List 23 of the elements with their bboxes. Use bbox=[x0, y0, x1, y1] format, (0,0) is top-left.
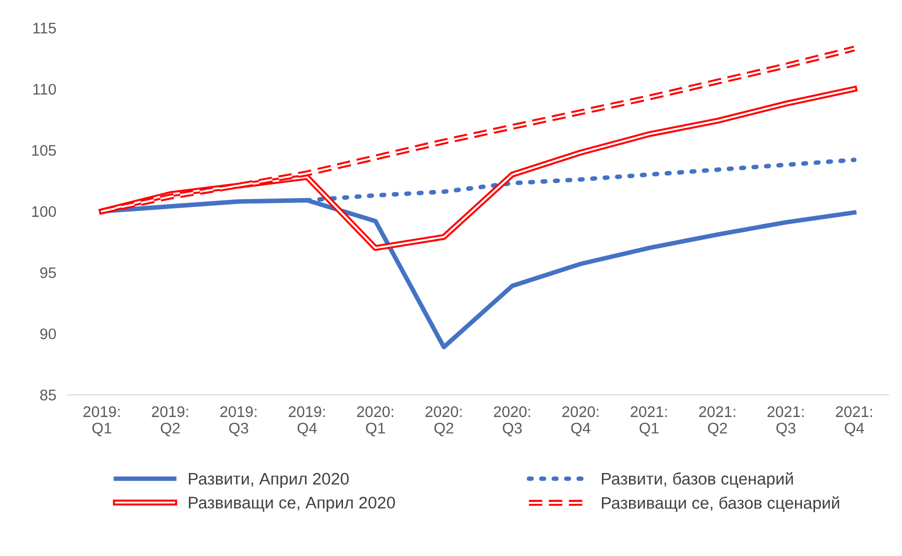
y-tick-label: 90 bbox=[40, 328, 56, 340]
x-tick-label: 2019: Q4 bbox=[288, 406, 325, 436]
x-tick-label: 2020: Q4 bbox=[562, 406, 598, 436]
y-tick-label: 95 bbox=[40, 267, 56, 278]
x-tick-label: 2020: Q3 bbox=[494, 406, 530, 436]
x-tick-label: 2021: Q1 bbox=[630, 406, 667, 436]
y-tick-label: 85 bbox=[40, 390, 56, 400]
y-tick-label: 100 bbox=[32, 206, 56, 217]
x-tick-label: 2019: Q1 bbox=[84, 406, 120, 436]
x-tick-label: 2019: Q2 bbox=[152, 406, 188, 436]
x-tick-label: 2021: Q3 bbox=[768, 406, 804, 436]
x-tick-label: 2020: Q1 bbox=[357, 406, 394, 436]
y-tick-label: 115 bbox=[33, 22, 56, 34]
legend-label: Развиващи се, Април 2020 bbox=[188, 496, 395, 512]
y-tick-label: 105 bbox=[32, 144, 56, 156]
x-tick-label: 2021: Q2 bbox=[699, 406, 736, 436]
x-tick-label: 2020: Q2 bbox=[426, 406, 462, 436]
legend-label: Развити, базов сценарий bbox=[602, 472, 793, 488]
x-tick-label: 2021: Q4 bbox=[836, 406, 872, 436]
legend-label: Развиващи се, базов сценарий bbox=[602, 496, 840, 512]
x-tick-label: 2019: Q3 bbox=[220, 406, 256, 436]
y-tick-label: 110 bbox=[33, 84, 56, 95]
legend-label: Развити, Април 2020 bbox=[188, 472, 349, 488]
